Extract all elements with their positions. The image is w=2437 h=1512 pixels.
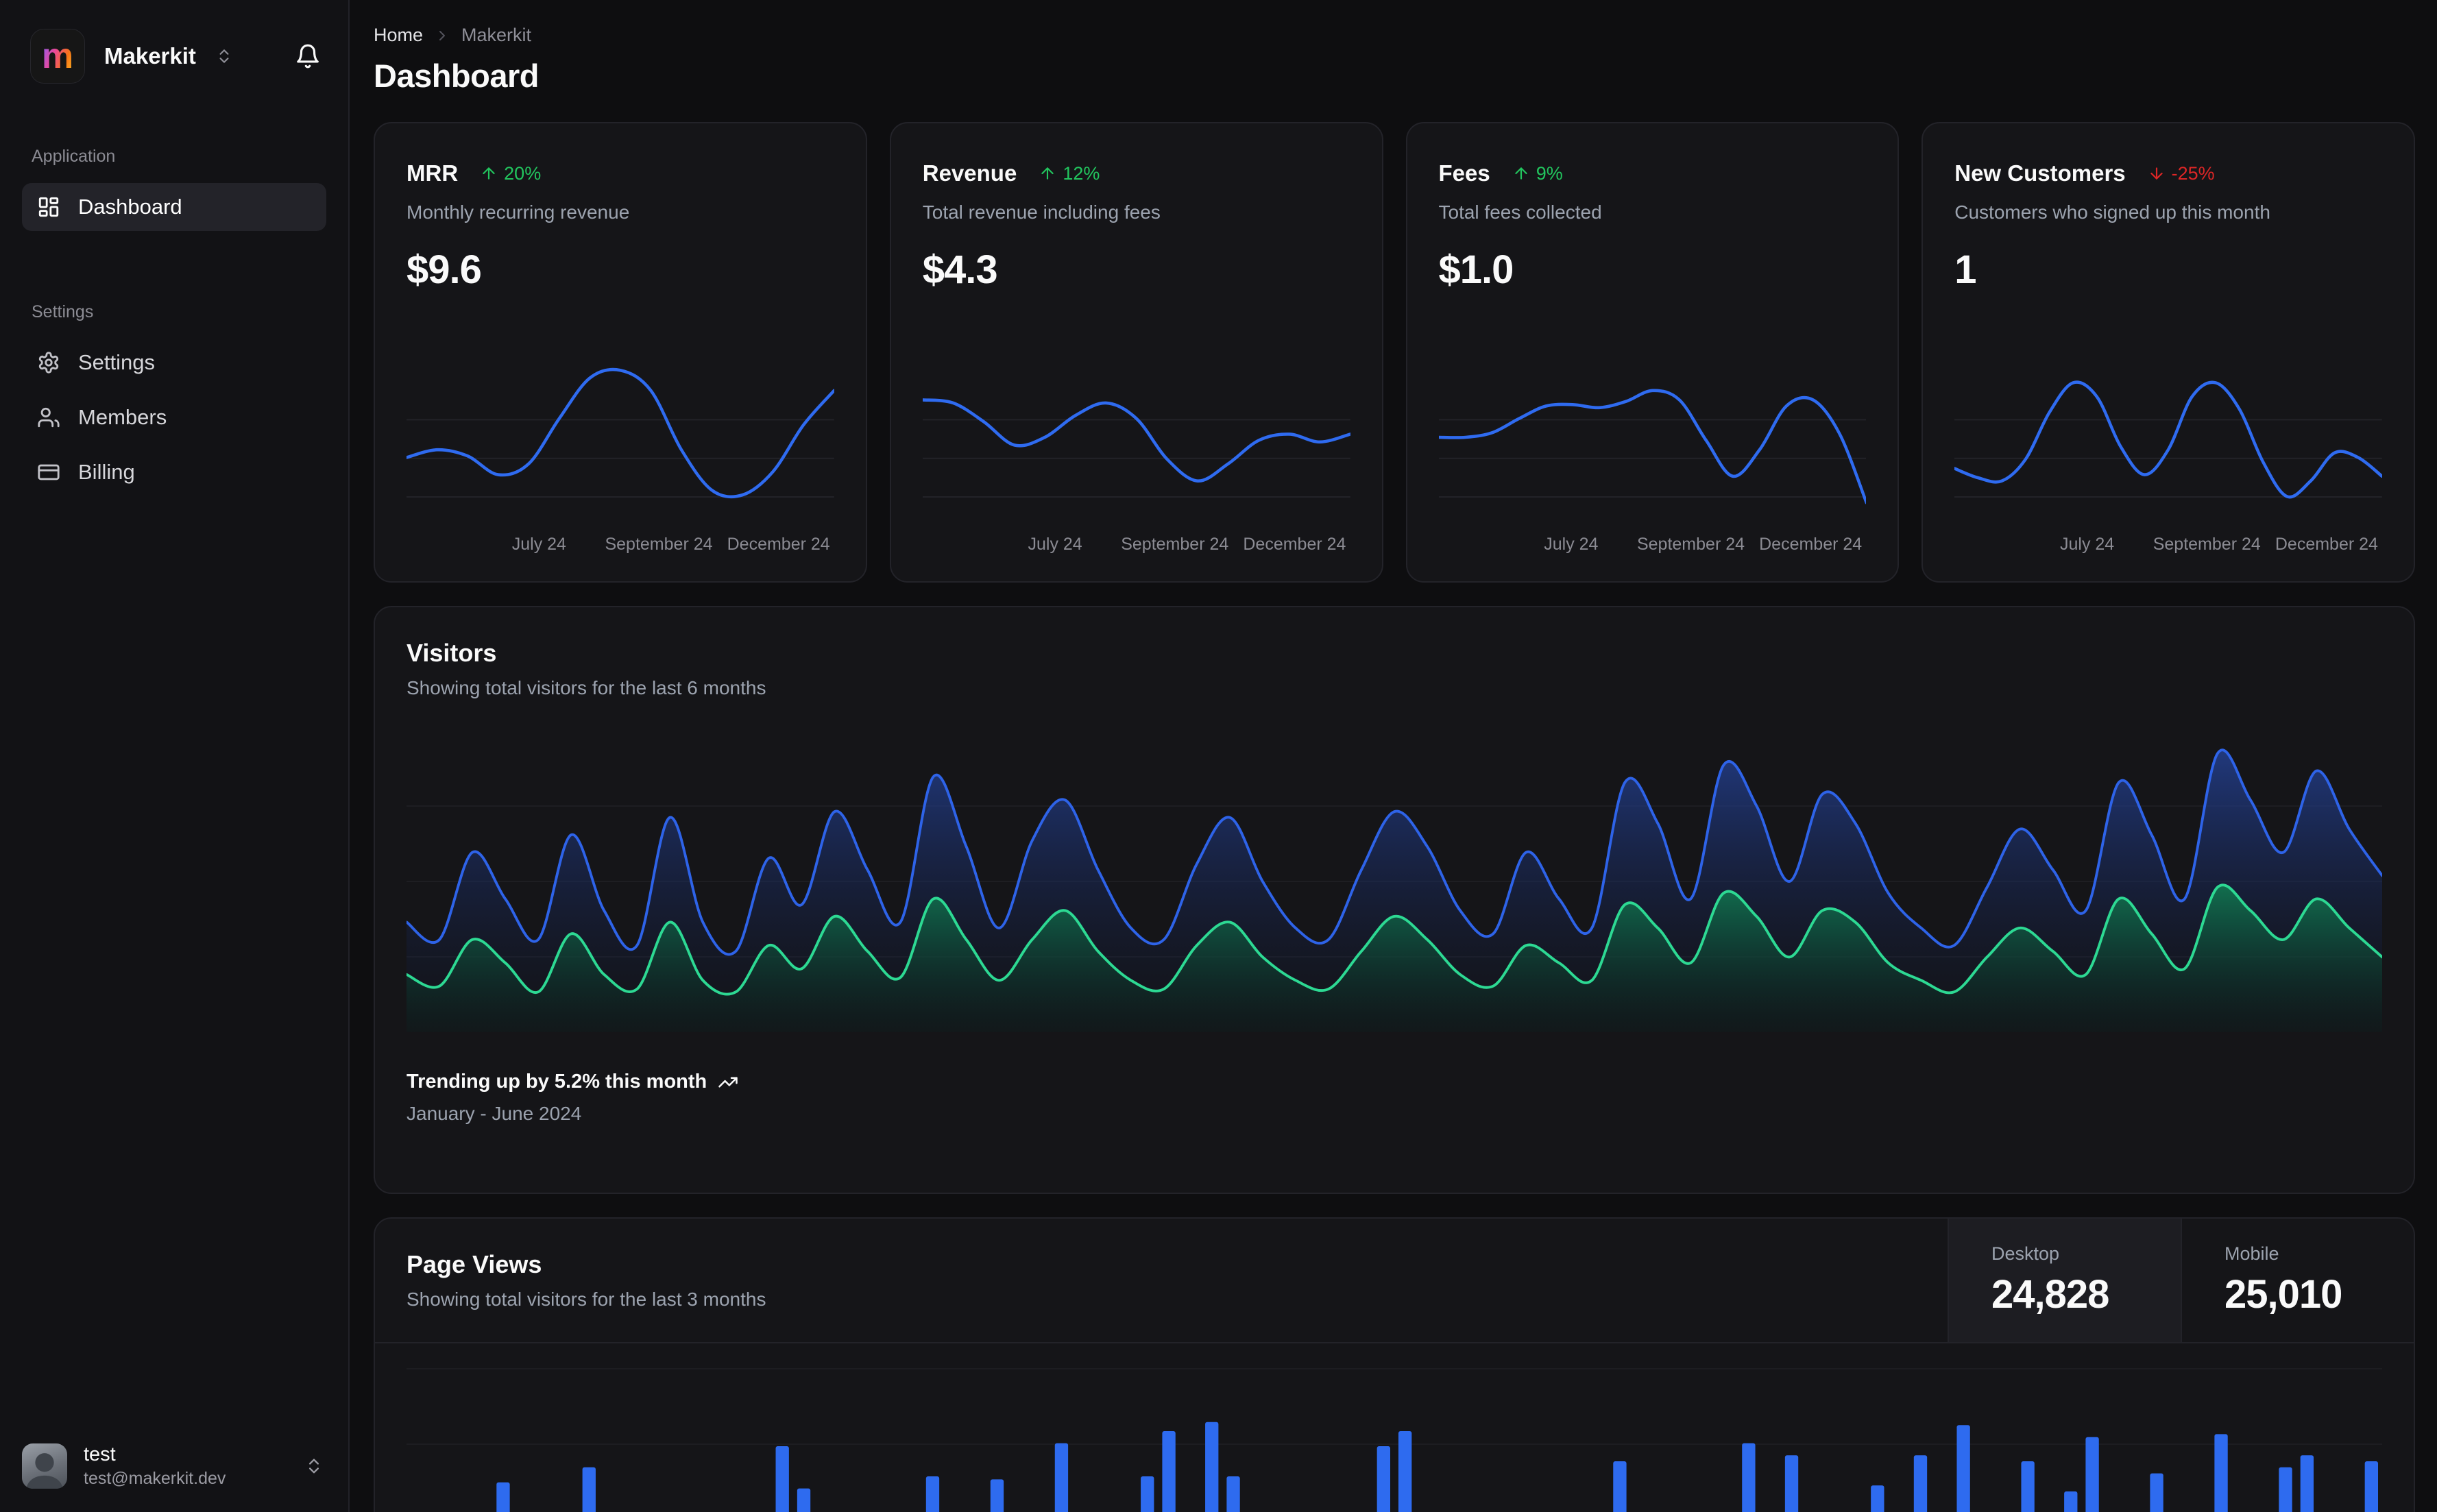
logo-letter: m [41,36,74,76]
stat-cards-row: MRR 20% Monthly recurring revenue $9.6 J… [374,122,2415,583]
user-menu[interactable]: test test@makerkit.dev [0,1423,348,1512]
toggle-value: 25,010 [2224,1272,2342,1317]
trend-value: 9% [1536,162,1563,184]
stat-title: MRR [407,160,459,186]
toggle-value: 24,828 [1991,1272,2109,1317]
layout-dashboard-icon [37,195,60,219]
visitors-title: Visitors [407,639,497,667]
settings-icon [37,351,60,374]
stat-card-revenue: Revenue 12% Total revenue including fees… [889,122,1383,583]
sidebar-item-billing[interactable]: Billing [22,448,326,496]
fees-sparkline-chart [1438,389,1867,504]
bell-icon [295,43,321,69]
chevrons-up-down-icon [215,47,233,65]
stat-title: Revenue [922,160,1017,186]
page-views-subtitle: Showing total visitors for the last 3 mo… [407,1289,766,1310]
user-email: test@makerkit.dev [84,1469,226,1488]
credit-card-icon [37,461,60,484]
visitors-date-range: January - June 2024 [407,1103,582,1124]
notifications-button[interactable] [295,43,321,69]
user-meta: test test@makerkit.dev [84,1443,226,1489]
sidebar-item-settings[interactable]: Settings [22,339,326,387]
user-name: test [84,1443,116,1465]
users-icon [37,406,60,429]
x-axis-ticks: July 24 September 24 December 24 [1544,535,1863,554]
trend-value: 12% [1063,162,1100,184]
sidebar-item-label: Dashboard [78,195,182,219]
mrr-sparkline-chart [407,367,834,499]
stat-value: $1.0 [1438,247,1514,292]
trend-badge: -25% [2148,163,2215,184]
arrow-down-icon [2148,164,2166,182]
arrow-up-icon [1512,164,1530,182]
main-content: Home Makerkit Dashboard MRR 20% Monthly … [350,0,2437,1512]
trending-up-icon [718,1072,738,1093]
sidebar-section-application: Application Dashboard [0,147,348,231]
toggle-label: Mobile [2224,1243,2279,1264]
page-title: Dashboard [374,58,539,94]
stat-value: $4.3 [922,247,998,292]
visitors-footer: Trending up by 5.2% this month January -… [407,1071,2382,1125]
arrow-up-icon [1039,164,1056,182]
chevrons-up-down-icon [304,1456,324,1476]
breadcrumb-current: Makerkit [461,25,532,45]
x-axis-ticks: July 24 September 24 December 24 [1028,535,1346,554]
arrow-up-icon [480,164,498,182]
visitors-trend-text: Trending up by 5.2% this month [407,1071,707,1093]
sidebar-item-dashboard[interactable]: Dashboard [22,183,326,231]
new-customers-sparkline-chart [1954,380,2382,499]
stat-card-mrr: MRR 20% Monthly recurring revenue $9.6 J… [374,122,867,583]
breadcrumb: Home Makerkit [374,25,2415,46]
toggle-label: Desktop [1991,1243,2060,1264]
sidebar-section-label: Application [32,147,116,166]
sidebar-item-label: Members [78,405,167,429]
sidebar-item-label: Settings [78,350,156,374]
trend-value: 20% [504,162,542,184]
x-axis-ticks: July 24 September 24 December 24 [511,535,830,554]
sidebar: m Makerkit Application Das [0,0,350,1512]
workspace-name: Makerkit [104,43,196,69]
stat-title: New Customers [1954,160,2126,186]
page-views-title: Page Views [407,1250,542,1278]
x-axis-ticks: July 24 September 24 December 24 [2060,535,2378,554]
visitors-card: Visitors Showing total visitors for the … [374,606,2415,1194]
revenue-sparkline-chart [922,398,1350,498]
sidebar-item-label: Billing [78,460,135,484]
workspace-selector[interactable]: m Makerkit [30,29,233,84]
trend-badge: 12% [1039,163,1100,184]
toggle-mobile[interactable]: Mobile 25,010 [2181,1219,2414,1342]
page-views-bar-chart [407,1368,2382,1512]
toggle-desktop[interactable]: Desktop 24,828 [1948,1219,2181,1342]
sidebar-item-members[interactable]: Members [22,393,326,441]
stat-subtitle: Customers who signed up this month [1954,202,2270,223]
sidebar-header: m Makerkit [0,0,348,84]
stat-value: 1 [1954,247,1976,292]
breadcrumb-home[interactable]: Home [374,25,424,45]
chevron-right-icon [434,27,450,44]
stat-value: $9.6 [407,247,482,292]
stat-subtitle: Total revenue including fees [922,202,1161,223]
stat-subtitle: Total fees collected [1438,202,1602,223]
sidebar-section-label: Settings [32,302,94,321]
sidebar-section-settings: Settings Settings Members [0,302,348,496]
makerkit-logo: m [30,29,85,84]
stat-title: Fees [1438,160,1490,186]
page-views-card: Page Views Showing total visitors for th… [374,1217,2415,1512]
visitors-subtitle: Showing total visitors for the last 6 mo… [407,677,766,698]
visitors-area-chart [407,748,2382,1032]
avatar [22,1443,67,1489]
stat-subtitle: Monthly recurring revenue [407,202,630,223]
trend-badge: 20% [480,163,541,184]
stat-card-new-customers: New Customers -25% Customers who signed … [1921,122,2415,583]
page-views-header: Page Views Showing total visitors for th… [375,1219,2414,1343]
stat-card-fees: Fees 9% Total fees collected $1.0 July 2… [1405,122,1900,583]
trend-value: -25% [2171,162,2215,184]
trend-badge: 9% [1512,163,1563,184]
